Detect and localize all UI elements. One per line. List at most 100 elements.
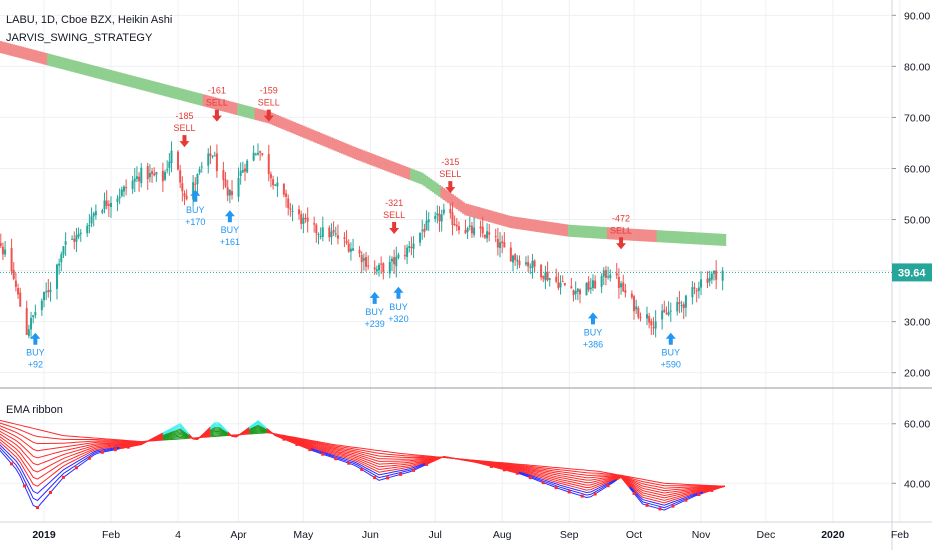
- buy-pnl-label: +170: [185, 217, 205, 227]
- candle-body: [0, 243, 2, 246]
- candle-body: [577, 289, 579, 292]
- candle-body: [499, 242, 501, 248]
- candle-body: [397, 255, 399, 258]
- candle-body: [62, 246, 64, 254]
- candle-body: [75, 235, 77, 241]
- candle-body: [473, 228, 475, 235]
- candle-body: [91, 216, 93, 223]
- candle-body: [149, 173, 151, 177]
- candle-body: [317, 234, 319, 235]
- candle-body: [594, 281, 596, 289]
- candle-body: [43, 292, 45, 300]
- candle-body: [503, 242, 505, 247]
- price-axis-label: 60.00: [904, 163, 930, 175]
- buy-label: BUY: [186, 205, 205, 215]
- candle-body: [300, 214, 302, 224]
- ribbon-marker: [399, 473, 402, 476]
- candle-body: [225, 180, 227, 187]
- ribbon-marker: [503, 468, 506, 471]
- price-axis-label: 90.00: [904, 10, 930, 22]
- candle-body: [26, 308, 28, 335]
- candle-body: [116, 198, 118, 202]
- candle-body: [272, 179, 274, 185]
- candle-body: [464, 230, 466, 233]
- ribbon-marker: [658, 507, 661, 510]
- candle-body: [153, 174, 155, 176]
- price-axis-label: 50.00: [904, 215, 930, 227]
- ribbon-marker: [282, 438, 285, 441]
- candle-body: [60, 254, 62, 262]
- candle-body: [549, 278, 551, 280]
- ribbon-marker: [75, 466, 78, 469]
- candle-body: [518, 261, 520, 265]
- ribbon-marker: [516, 472, 519, 475]
- buy-pnl-label: +386: [583, 339, 603, 349]
- candle-body: [640, 317, 642, 318]
- candle-body: [512, 256, 514, 263]
- candle-body: [168, 162, 170, 168]
- candle-body: [285, 193, 287, 196]
- price-axis-label: 80.00: [904, 61, 930, 73]
- candle-body: [676, 302, 678, 311]
- last-price-label: 39.64: [898, 267, 926, 279]
- candle-body: [652, 327, 654, 328]
- candle-body: [404, 255, 406, 256]
- buy-pnl-label: +92: [28, 360, 43, 370]
- candle-body: [136, 176, 138, 179]
- candle-body: [337, 235, 339, 238]
- time-axis-label: Feb: [891, 529, 909, 541]
- candle-body: [93, 213, 95, 216]
- ribbon-marker: [710, 489, 713, 492]
- candle-body: [655, 321, 657, 328]
- candle-body: [668, 312, 670, 315]
- candle-body: [454, 224, 456, 225]
- ribbon-marker: [295, 443, 298, 446]
- candle-body: [166, 169, 168, 170]
- candle-body: [132, 181, 134, 189]
- candle-body: [95, 211, 97, 215]
- candle-body: [140, 168, 142, 183]
- candle-body: [663, 310, 665, 313]
- candle-body: [179, 170, 181, 182]
- ribbon-marker: [88, 457, 91, 460]
- sell-label: SELL: [610, 225, 632, 235]
- candle-body: [527, 262, 529, 266]
- time-axis-label: 2020: [821, 529, 845, 541]
- candle-body: [575, 291, 577, 294]
- time-axis-label: Aug: [493, 529, 512, 541]
- ribbon-marker: [412, 469, 415, 472]
- candle-body: [471, 226, 473, 233]
- ribbon-marker: [568, 490, 571, 493]
- candle-body: [618, 277, 620, 288]
- candle-body: [216, 153, 218, 171]
- ribbon-marker: [321, 453, 324, 456]
- candle-body: [631, 294, 633, 298]
- candle-body: [276, 183, 278, 187]
- candle-body: [177, 152, 179, 170]
- candle-body: [620, 283, 622, 287]
- candle-body: [78, 234, 80, 237]
- candle-body: [709, 278, 711, 282]
- candle-body: [268, 154, 270, 174]
- ema-ribbon-title: EMA ribbon: [6, 404, 63, 416]
- sell-pnl-label: -185: [175, 111, 193, 121]
- candle-body: [307, 218, 309, 222]
- candle-body: [616, 273, 618, 275]
- ribbon-marker: [633, 492, 636, 495]
- time-axis-label: 4: [175, 529, 181, 541]
- time-axis-label: Oct: [626, 529, 642, 541]
- ribbon-marker: [114, 448, 117, 451]
- candle-body: [196, 174, 198, 184]
- candle-body: [480, 227, 482, 229]
- candle-body: [119, 197, 121, 199]
- candle-body: [633, 296, 635, 311]
- candle-body: [134, 179, 136, 182]
- candle-body: [529, 267, 531, 268]
- ribbon-marker: [490, 465, 493, 468]
- candle-body: [19, 293, 21, 307]
- candle-body: [510, 248, 512, 262]
- candle-body: [242, 170, 244, 172]
- candle-body: [283, 184, 285, 195]
- time-axis-label: 2019: [32, 529, 56, 541]
